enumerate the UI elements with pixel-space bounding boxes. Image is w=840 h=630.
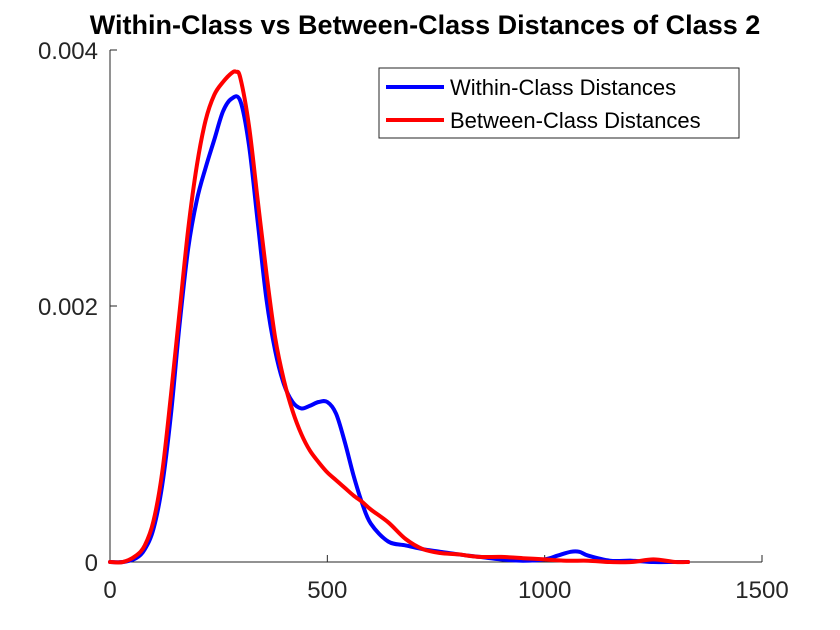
y-tick-label: 0.004 [38, 38, 98, 65]
legend: Within-Class Distances Between-Class Dis… [378, 67, 740, 139]
chart-title: Within-Class vs Between-Class Distances … [90, 10, 761, 40]
x-tick-label: 1000 [518, 577, 571, 604]
legend-label-within: Within-Class Distances [450, 75, 676, 100]
x-tick-label: 1500 [735, 577, 788, 604]
legend-label-between: Between-Class Distances [450, 108, 701, 133]
series-layer [108, 69, 691, 565]
x-tick-label: 0 [103, 577, 116, 604]
series-line-between [108, 69, 691, 565]
legend-box [378, 67, 740, 139]
x-tick-label: 500 [307, 577, 347, 604]
y-tick-label: 0 [85, 550, 98, 577]
axis-ticks: 0 500 1000 1500 0 0.002 0.004 [38, 38, 789, 604]
y-tick-label: 0.002 [38, 294, 98, 321]
